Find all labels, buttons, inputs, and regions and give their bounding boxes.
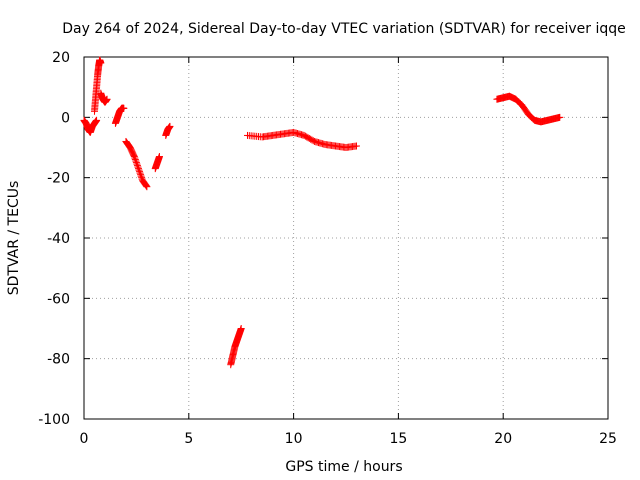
data-point [130,153,138,161]
data-point [155,153,163,161]
y-tick-label: -100 [38,412,70,428]
x-tick-label: 5 [184,431,193,447]
plot-frame [83,56,609,420]
data-point-interp [142,181,150,189]
data-point-interp [138,174,146,182]
y-tick-label: -20 [47,171,70,187]
y-tick-label: -60 [47,291,70,307]
data-point [237,325,245,332]
data-point-interp [133,160,141,168]
data-point-interp [132,157,140,165]
data-point-interp [137,171,145,179]
data-point [103,95,111,103]
data-point [97,59,105,67]
x-tick-label: 15 [389,431,407,447]
y-tick-label: 0 [61,110,70,126]
y-tick-label: -80 [47,352,70,368]
axes: 0 5 10 15 20 25 -100 -80 -60 -40 -20 0 20 [38,50,617,447]
data-point-interp [137,172,145,180]
data-point [134,165,142,173]
data-point-interp [132,159,140,167]
x-tick-label: 20 [494,431,512,447]
data-points [80,56,564,369]
y-tick-label: 20 [52,50,70,66]
data-point-interp [136,168,144,176]
data-point [556,113,564,121]
data-point-interp [135,166,143,174]
data-point-interp [134,163,142,171]
grid-lines [84,57,608,419]
data-point-interp [133,162,141,170]
x-tick-label: 10 [285,431,303,447]
data-point-interp [131,154,139,162]
y-axis-label: SDTVAR / TECUs [6,181,22,296]
x-tick-label: 0 [80,431,89,447]
data-point [143,183,151,191]
data-point [120,104,128,112]
data-point-interp [131,156,139,164]
data-point-interp [142,182,150,190]
data-point [93,116,101,124]
x-axis-label: GPS time / hours [285,459,402,475]
data-point-interp [136,169,144,177]
x-tick-label: 25 [599,431,617,447]
chart-title: Day 264 of 2024, Sidereal Day-to-day VTE… [62,21,626,37]
y-tick-label: -40 [47,231,70,247]
data-point [166,122,174,130]
data-point [352,142,360,150]
